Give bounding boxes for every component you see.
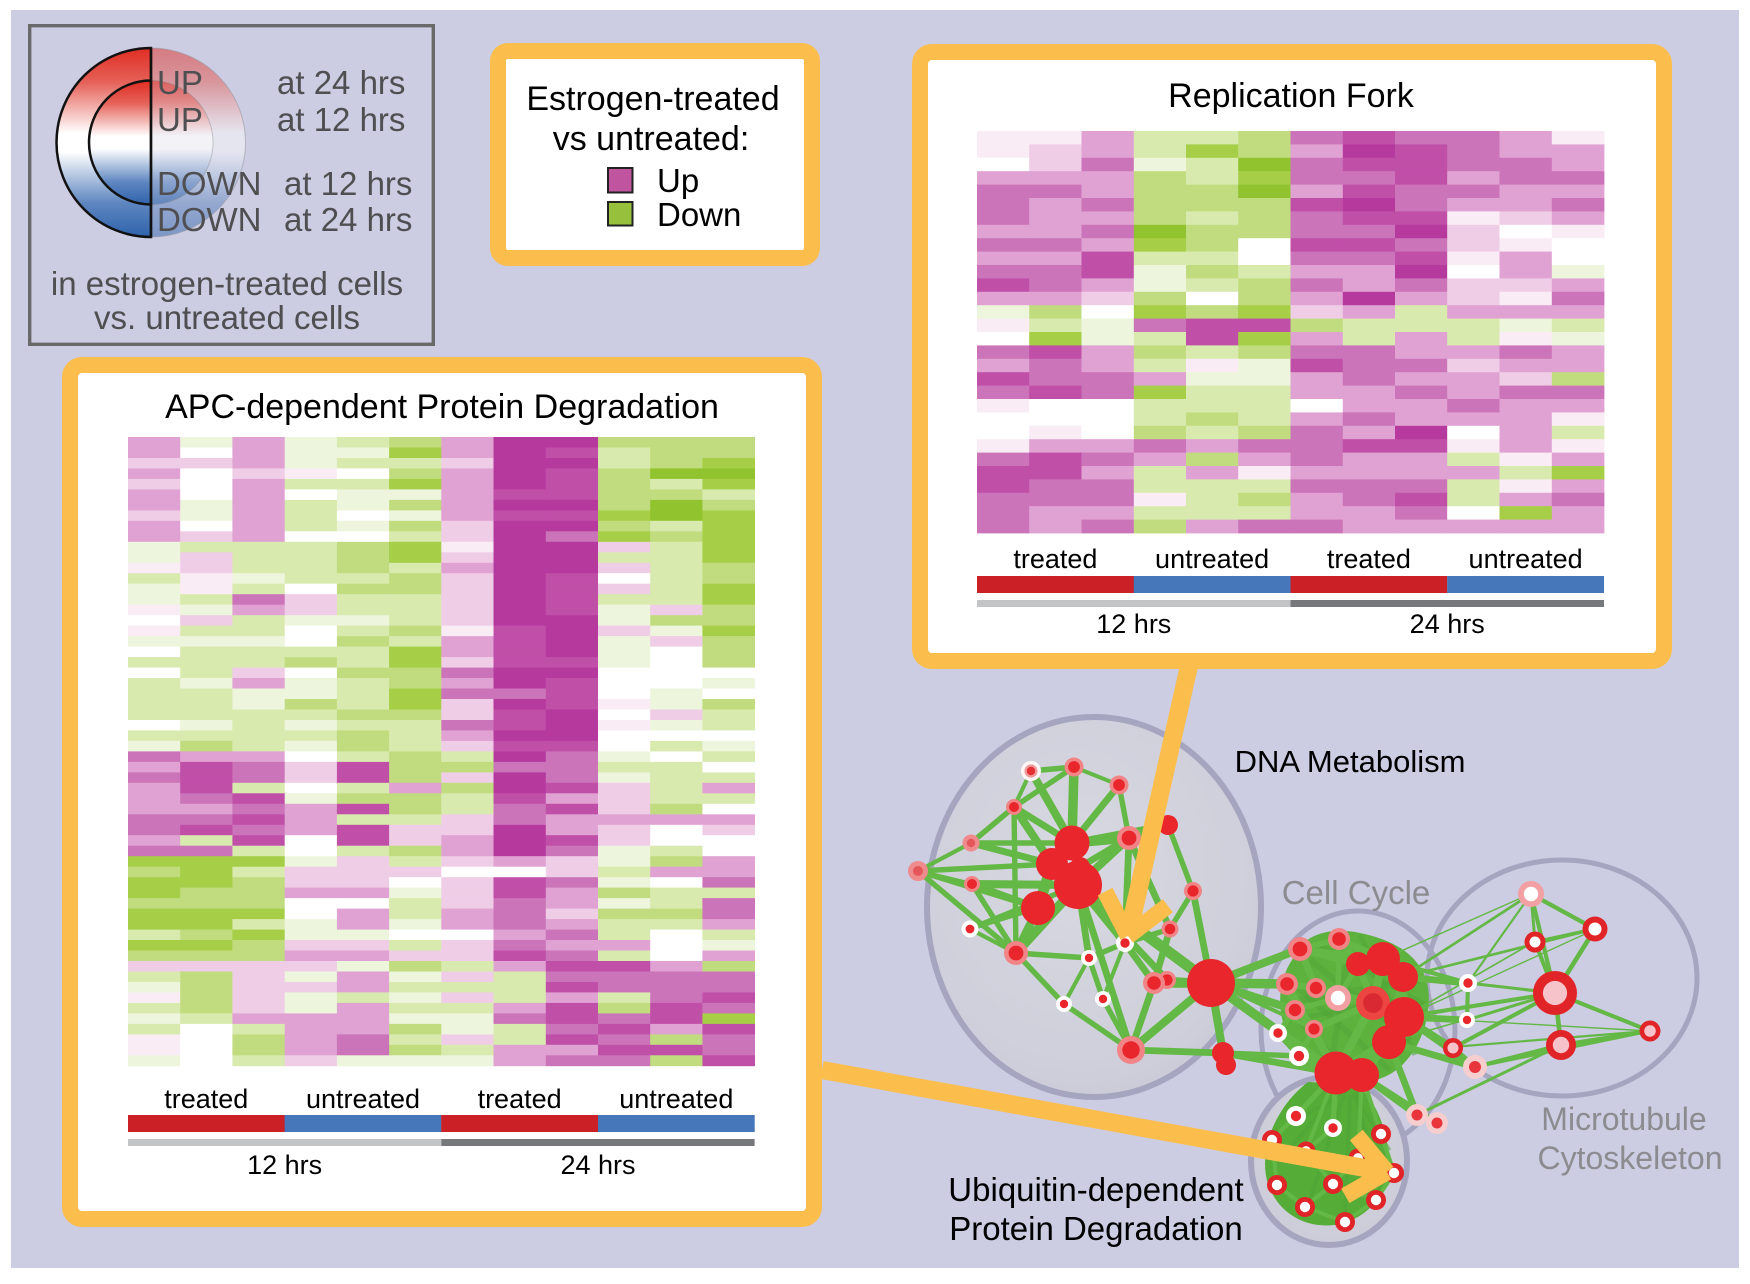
svg-text:Protein Degradation: Protein Degradation (949, 1210, 1243, 1247)
svg-text:Down: Down (657, 196, 741, 233)
svg-text:UP: UP (157, 101, 203, 138)
svg-text:treated: treated (164, 1084, 248, 1114)
svg-text:at 12 hrs: at 12 hrs (277, 101, 405, 138)
svg-text:untreated: untreated (306, 1084, 420, 1114)
svg-text:Ubiquitin-dependent: Ubiquitin-dependent (948, 1171, 1243, 1208)
svg-text:Estrogen-treated: Estrogen-treated (526, 80, 779, 118)
svg-text:12 hrs: 12 hrs (1096, 609, 1171, 639)
svg-text:treated: treated (1327, 544, 1411, 574)
svg-text:24 hrs: 24 hrs (560, 1150, 635, 1180)
svg-text:DOWN: DOWN (157, 201, 261, 238)
svg-text:DOWN: DOWN (157, 165, 261, 202)
svg-text:at 12 hrs: at 12 hrs (284, 165, 412, 202)
svg-text:APC-dependent Protein Degradat: APC-dependent Protein Degradation (165, 388, 719, 426)
svg-text:in estrogen-treated cells: in estrogen-treated cells (51, 265, 403, 302)
svg-text:Cell Cycle: Cell Cycle (1282, 874, 1431, 911)
svg-text:untreated: untreated (619, 1084, 733, 1114)
svg-text:untreated: untreated (1469, 544, 1583, 574)
svg-text:Microtubule: Microtubule (1541, 1101, 1706, 1137)
svg-text:vs untreated:: vs untreated: (553, 120, 750, 158)
svg-text:Up: Up (657, 162, 699, 199)
svg-text:12 hrs: 12 hrs (247, 1150, 322, 1180)
svg-text:at 24 hrs: at 24 hrs (284, 201, 412, 238)
svg-text:treated: treated (1013, 544, 1097, 574)
svg-text:24 hrs: 24 hrs (1410, 609, 1485, 639)
svg-text:Replication Fork: Replication Fork (1168, 77, 1415, 115)
svg-text:UP: UP (157, 64, 203, 101)
svg-text:at 24 hrs: at 24 hrs (277, 64, 405, 101)
svg-text:DNA Metabolism: DNA Metabolism (1235, 744, 1466, 779)
svg-text:Cytoskeleton: Cytoskeleton (1538, 1140, 1723, 1176)
svg-text:treated: treated (478, 1084, 562, 1114)
svg-text:untreated: untreated (1155, 544, 1269, 574)
svg-text:vs. untreated cells: vs. untreated cells (94, 299, 360, 336)
